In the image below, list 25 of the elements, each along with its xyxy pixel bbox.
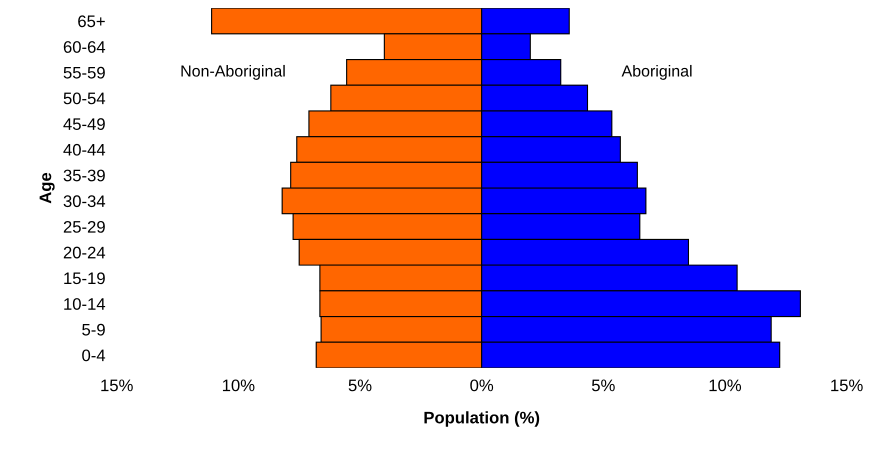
y-tick-label: 5-9 [82, 324, 105, 336]
y-axis-title: Age [40, 172, 55, 204]
series-label: Non-Aboriginal [181, 64, 285, 80]
y-tick-label: 0-4 [82, 349, 106, 362]
y-tick-label: 65+ [78, 15, 105, 28]
y-tick-label: 35-39 [64, 170, 105, 182]
text: Aboriginal [622, 64, 692, 80]
y-tick-label: 50-54 [64, 92, 106, 104]
y-tick-label: 60-64 [64, 41, 106, 53]
y-tick-label: 10-14 [64, 298, 106, 310]
y-tick-label: 15-19 [64, 272, 105, 284]
y-tick-label: 25-29 [64, 220, 105, 233]
x-tick-label: 0% [470, 379, 494, 392]
y-tick-label: 45-49 [63, 118, 105, 130]
x-tick-label: 10% [222, 379, 254, 392]
x-tick-label: 5% [348, 380, 372, 392]
x-axis-title: Population (%) [424, 411, 540, 427]
x-tick-label: 15% [101, 380, 133, 392]
y-tick-label: 20-24 [64, 246, 106, 258]
x-tick-label: 5% [592, 380, 615, 392]
x-tick-label: 10% [710, 379, 742, 392]
y-tick-label: 40-44 [63, 144, 106, 156]
x-tick-label: 15% [831, 380, 863, 392]
y-tick-label: 30-34 [64, 195, 106, 208]
y-tick-label: 55-59 [64, 66, 105, 79]
